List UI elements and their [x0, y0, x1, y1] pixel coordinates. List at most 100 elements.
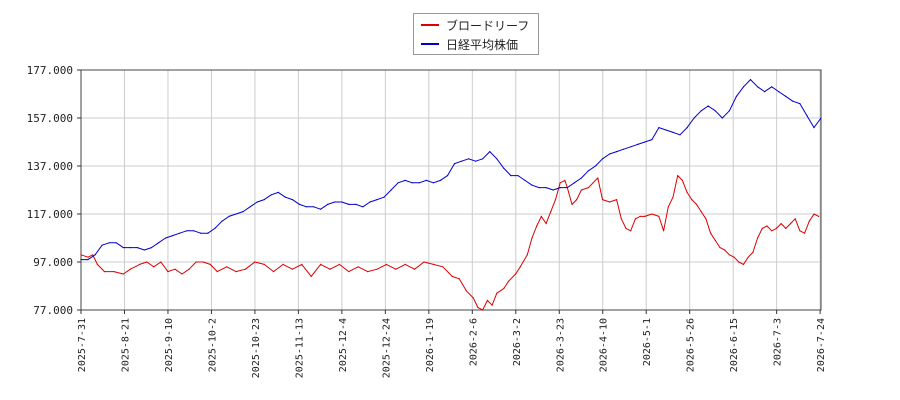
- data-point-nikkei: [214, 227, 216, 229]
- legend-item: 日経平均株価: [421, 36, 518, 52]
- data-point-nikkei: [404, 179, 406, 181]
- data-point-broadleaf: [550, 211, 552, 213]
- data-point-broadleaf: [620, 218, 622, 220]
- plot-border: [80, 69, 822, 311]
- data-point-nikkei: [813, 127, 815, 129]
- data-point-broadleaf: [719, 247, 721, 249]
- data-point-broadleaf: [357, 266, 359, 268]
- data-point-broadleaf: [496, 292, 498, 294]
- data-point-broadleaf: [515, 273, 517, 275]
- data-point-broadleaf: [672, 196, 674, 198]
- data-point-nikkei: [108, 242, 110, 244]
- data-point-broadleaf: [700, 211, 702, 213]
- data-point-nikkei: [334, 201, 336, 203]
- x-tick-label: 2025-10-2: [207, 318, 218, 372]
- data-point-broadleaf: [597, 177, 599, 179]
- data-point-broadleaf: [508, 280, 510, 282]
- data-point-nikkei: [799, 103, 801, 105]
- data-point-broadleaf: [710, 232, 712, 234]
- legend-label-nikkei: 日経平均株価: [446, 37, 519, 52]
- data-point-nikkei: [390, 189, 392, 191]
- data-point-nikkei: [461, 160, 463, 162]
- data-point-broadleaf: [209, 263, 211, 265]
- data-point-broadleaf: [667, 206, 669, 208]
- data-point-nikkei: [742, 86, 745, 88]
- data-point-nikkei: [446, 175, 449, 177]
- data-point-broadleaf: [310, 275, 312, 277]
- data-point-broadleaf: [658, 215, 660, 217]
- data-point-nikkei: [806, 115, 808, 117]
- data-point-broadleaf: [282, 263, 284, 265]
- data-point-broadleaf: [160, 261, 162, 263]
- x-tick-label: 2026-6-15: [729, 318, 740, 372]
- x-tick-label: 2025-8-21: [120, 318, 131, 372]
- data-point-broadleaf: [244, 268, 246, 270]
- data-point-broadleaf: [458, 278, 460, 280]
- x-tick-label: 2026-3-23: [555, 318, 566, 372]
- data-point-nikkei: [594, 165, 597, 167]
- data-point-nikkei: [728, 110, 731, 112]
- x-tick-label: 2026-1-19: [425, 318, 436, 372]
- data-point-broadleaf: [794, 218, 796, 220]
- data-point-broadleaf: [96, 263, 98, 265]
- data-point-nikkei: [327, 203, 329, 205]
- data-point-broadleaf: [752, 251, 754, 253]
- data-point-broadleaf: [771, 230, 773, 232]
- data-point-broadleaf: [639, 215, 641, 217]
- data-point-broadleaf: [451, 275, 453, 277]
- data-point-nikkei: [700, 110, 702, 112]
- series-line-broadleaf: [80, 175, 819, 311]
- data-point-broadleaf: [587, 187, 590, 189]
- data-point-nikkei: [228, 215, 230, 217]
- data-point-broadleaf: [540, 215, 543, 217]
- data-point-nikkei: [651, 139, 653, 141]
- data-point-nikkei: [277, 191, 279, 193]
- data-point-broadleaf: [592, 182, 594, 184]
- data-point-nikkei: [186, 230, 188, 232]
- data-point-broadleaf: [733, 256, 735, 258]
- data-point-broadleaf: [780, 223, 782, 225]
- data-point-nikkei: [320, 208, 322, 210]
- data-point-nikkei: [510, 175, 512, 177]
- data-point-nikkei: [200, 232, 202, 234]
- data-point-broadleaf: [87, 256, 89, 258]
- data-point-nikkei: [439, 179, 441, 181]
- data-point-broadleaf: [320, 263, 322, 265]
- legend-swatch-nikkei: [421, 43, 439, 45]
- data-point-broadleaf: [291, 268, 293, 270]
- data-point-broadleaf: [129, 268, 131, 270]
- data-point-broadleaf: [482, 309, 484, 311]
- data-point-nikkei: [150, 247, 153, 249]
- plot-frame: [80, 69, 822, 311]
- data-point-broadleaf: [747, 256, 749, 258]
- data-point-nikkei: [721, 117, 723, 119]
- data-point-broadleaf: [376, 268, 378, 270]
- data-point-broadleaf: [404, 263, 406, 265]
- data-point-nikkei: [475, 160, 477, 162]
- data-point-broadleaf: [554, 199, 557, 201]
- data-point-broadleaf: [766, 225, 768, 227]
- data-point-nikkei: [362, 206, 364, 208]
- data-point-nikkei: [313, 206, 315, 208]
- data-point-broadleaf: [139, 263, 141, 265]
- data-point-broadleaf: [616, 199, 618, 201]
- data-point-broadleaf: [80, 254, 82, 256]
- data-point-nikkei: [749, 79, 752, 81]
- data-point-broadleaf: [423, 261, 425, 263]
- x-tick-label: 2026-3-2: [512, 318, 523, 366]
- data-point-nikkei: [397, 182, 399, 184]
- data-point-nikkei: [453, 163, 456, 165]
- data-point-broadleaf: [442, 266, 444, 268]
- data-point-broadleaf: [254, 261, 256, 263]
- data-point-nikkei: [545, 187, 547, 189]
- data-point-nikkei: [785, 95, 787, 97]
- data-point-nikkei: [531, 184, 533, 186]
- data-point-nikkei: [517, 175, 519, 177]
- y-tick-label: 137.000: [27, 160, 73, 173]
- data-point-nikkei: [757, 86, 759, 88]
- data-point-broadleaf: [301, 263, 303, 265]
- y-axis-ticks: 77.000 97.000 117.000 137.000 157.000 177.000: [27, 64, 81, 317]
- data-point-nikkei: [665, 129, 667, 131]
- data-point-nikkei: [179, 232, 181, 234]
